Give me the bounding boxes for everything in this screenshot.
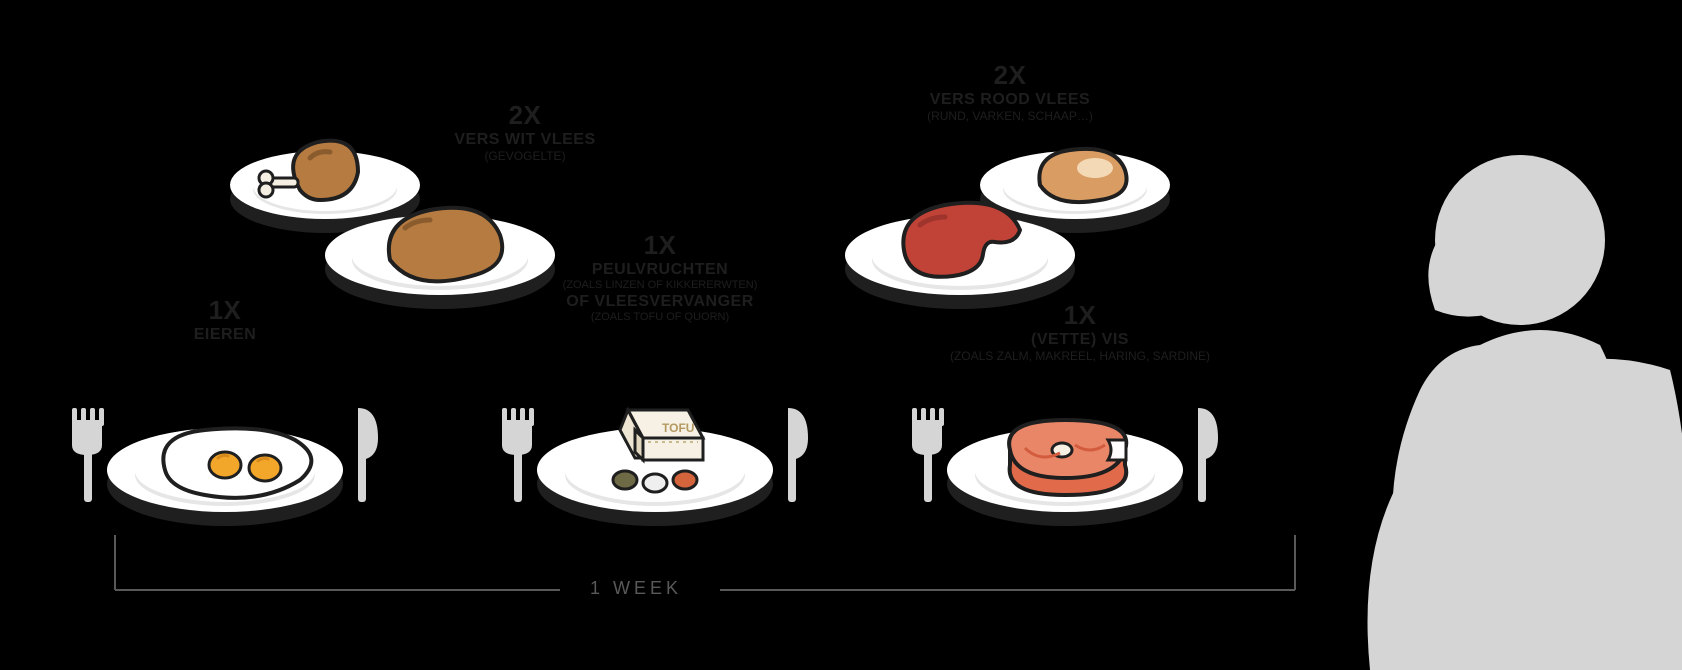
fish-sub: (ZOALS ZALM, MAKREEL, HARING, SARDINE) [900,349,1260,363]
legumes-sub1: (ZOALS LINZEN OF KIKKERERWTEN) [500,279,820,291]
legumes-sub2: (ZOALS TOFU OF QUORN) [500,311,820,323]
legumes-count: 1X [500,230,820,261]
infographic-stage: TOFU [0,0,1682,670]
knife-icon [1198,408,1218,502]
knife-icon [788,408,808,502]
person-silhouette [1368,155,1682,670]
fried-eggs-icon [163,428,311,497]
label-poultry: 2X VERS WIT VLEES (GEVOGELTE) [395,100,655,163]
label-legumes: 1X PEULVRUCHTEN (ZOALS LINZEN OF KIKKERE… [500,230,820,323]
plate-eggs-group [72,408,378,526]
legumes-title2: OF VLEESVERVANGER [500,293,820,311]
legumes-title: PEULVRUCHTEN [500,261,820,279]
poultry-sub: (GEVOGELTE) [395,149,655,163]
knife-icon [358,408,378,502]
pork-icon [1039,149,1126,202]
label-redmeat: 2X VERS ROOD VLEES (RUND, VARKEN, SCHAAP… [870,60,1150,123]
redmeat-count: 2X [870,60,1150,91]
timeline-label: 1 WEEK [590,578,682,599]
eggs-title: EIEREN [110,326,340,344]
tofu-label-text: TOFU [662,421,694,435]
fish-title: (VETTE) VIS [900,331,1260,349]
label-fish: 1X (VETTE) VIS (ZOALS ZALM, MAKREEL, HAR… [900,300,1260,363]
fork-icon [72,408,104,502]
redmeat-sub: (RUND, VARKEN, SCHAAP…) [870,109,1150,123]
salmon-icon [1009,420,1126,495]
timeline-bracket [115,535,1295,590]
fish-count: 1X [900,300,1260,331]
plate-fish-group [912,408,1218,526]
beans-icon [613,471,697,492]
redmeat-title: VERS ROOD VLEES [870,91,1150,109]
plate-tofu-group: TOFU [502,408,808,526]
fork-icon [912,408,944,502]
poultry-title: VERS WIT VLEES [395,131,655,149]
fork-icon [502,408,534,502]
tofu-icon: TOFU [620,410,703,460]
poultry-count: 2X [395,100,655,131]
chicken-breast-icon [389,208,502,282]
label-eggs: 1X EIEREN [110,295,340,344]
eggs-count: 1X [110,295,340,326]
